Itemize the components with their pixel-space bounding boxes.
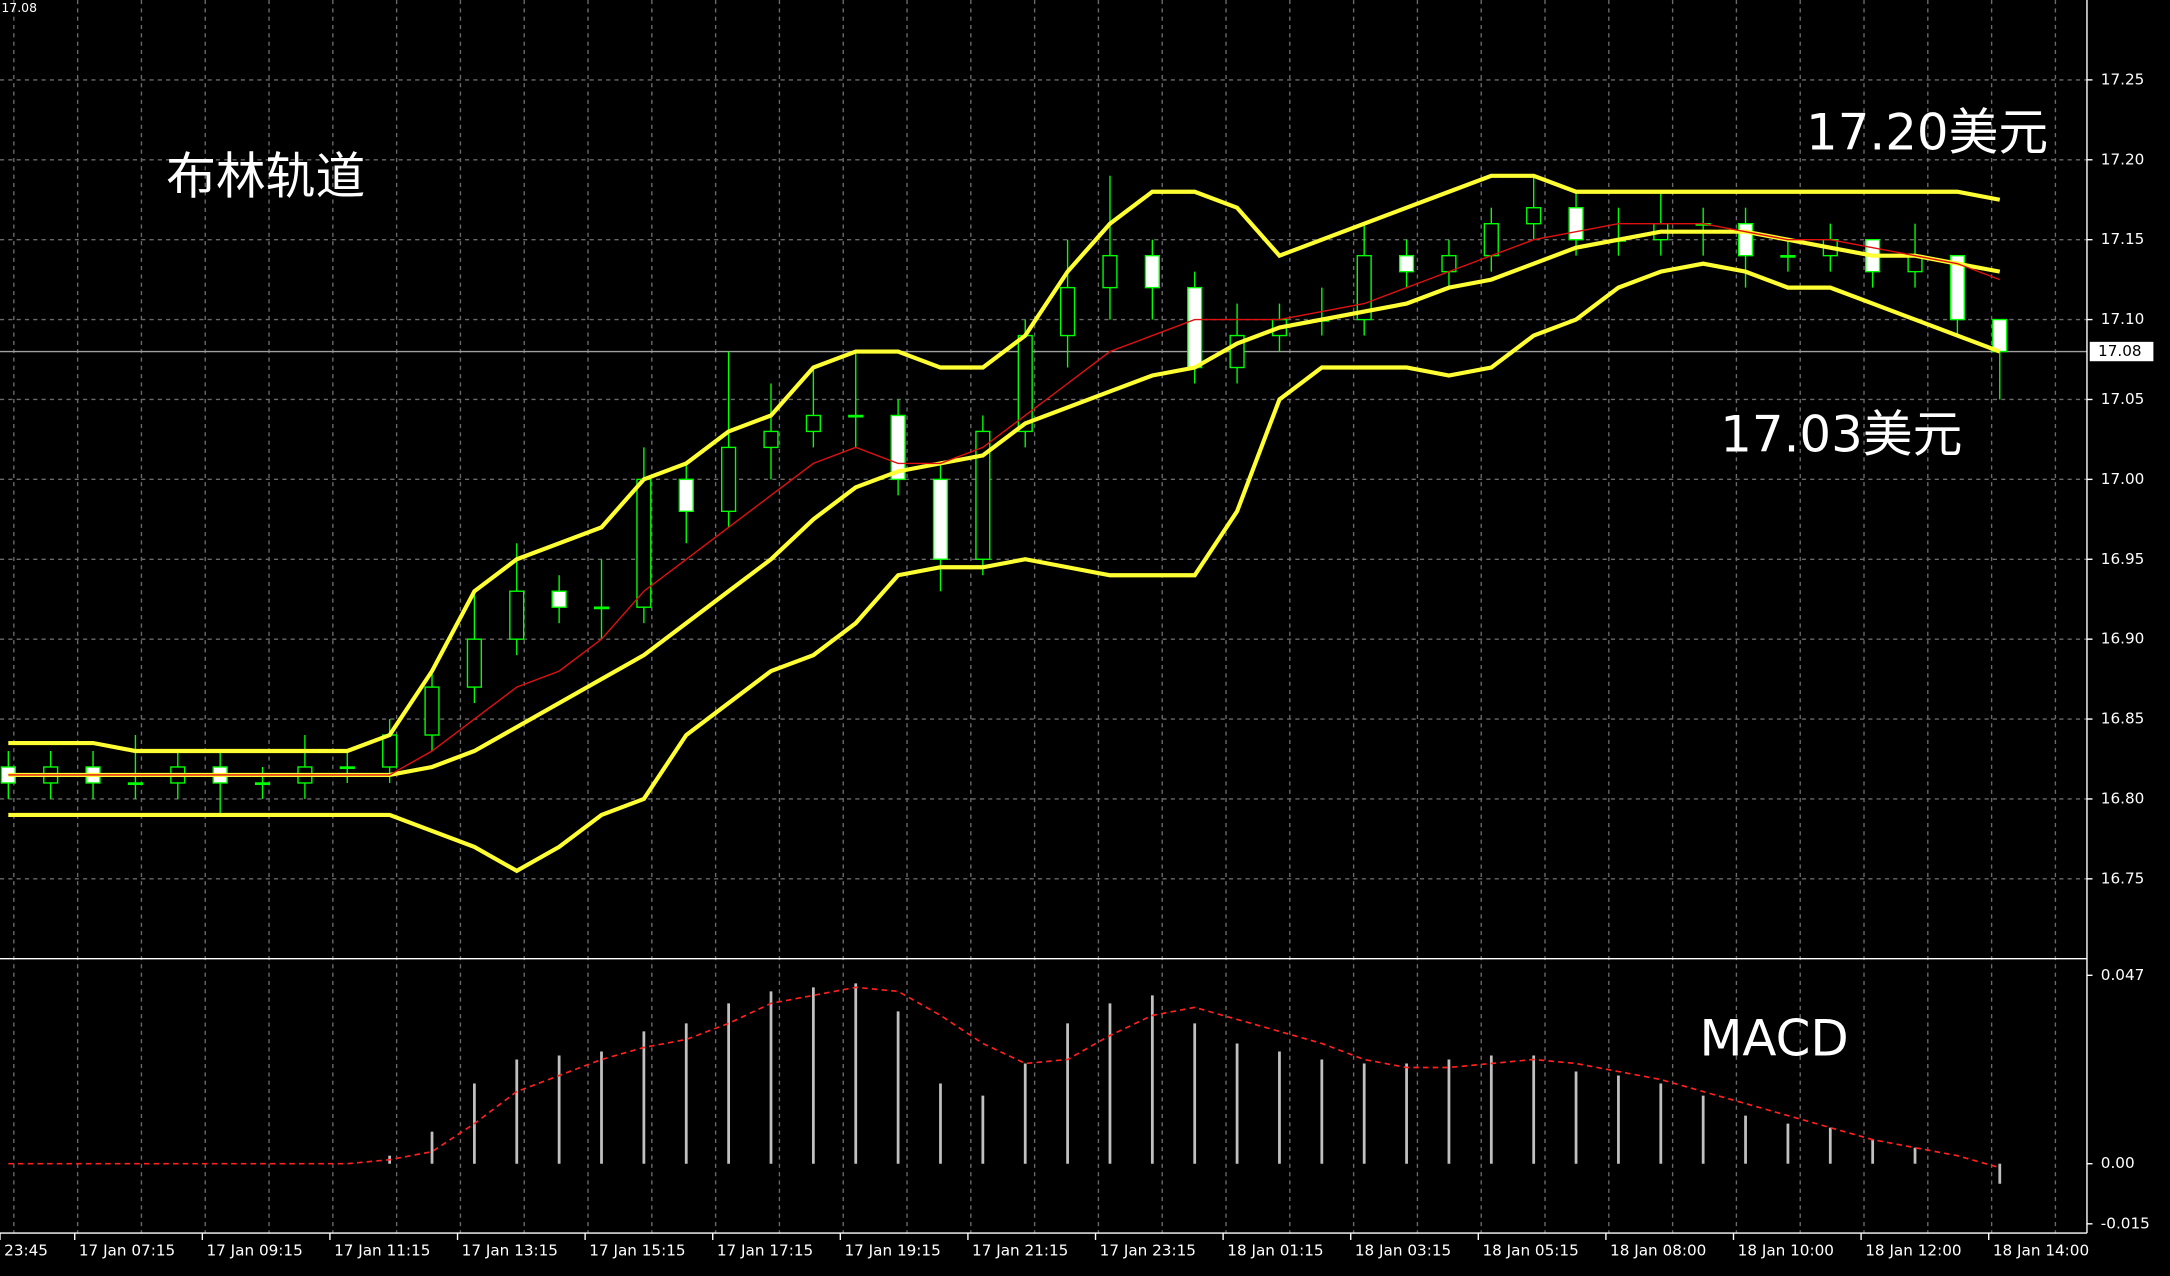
annotation: 17.03美元 [1720, 405, 1962, 463]
candle-body [382, 734, 398, 768]
candle-body [1144, 254, 1160, 289]
x-tick-label: 23:45 [4, 1242, 48, 1260]
candle-body [1017, 334, 1033, 433]
x-tick-label: 18 Jan 12:00 [1865, 1242, 1961, 1260]
y-tick-label: 17.05 [2101, 390, 2145, 408]
candle-body [551, 590, 567, 608]
annotation: 布林轨道 [166, 148, 365, 206]
candle-body [1780, 254, 1796, 258]
x-tick-label: 17 Jan 21:15 [972, 1242, 1068, 1260]
x-tick-label: 17 Jan 07:15 [79, 1242, 175, 1260]
candle-body [848, 414, 864, 418]
candle-body [339, 766, 355, 770]
annotation: MACD [1699, 1009, 1848, 1067]
candle-body [1187, 286, 1203, 369]
x-tick-label: 17 Jan 13:15 [462, 1242, 558, 1260]
candle-body [1526, 207, 1542, 225]
x-tick-label: 18 Jan 03:15 [1355, 1242, 1451, 1260]
candle-body [1483, 223, 1499, 257]
candle-body [1102, 254, 1118, 289]
candle-body [254, 782, 271, 786]
candle-body [1949, 254, 1966, 321]
x-tick-label: 18 Jan 01:15 [1227, 1242, 1323, 1260]
y-tick-label: 16.95 [2101, 550, 2145, 568]
candle-body [763, 430, 779, 449]
candle-body [1568, 207, 1584, 241]
candle-body [1992, 318, 2008, 353]
candle-body [678, 478, 694, 513]
current-price-label: 17.08 [2098, 342, 2142, 360]
x-tick-label: 17 Jan 23:15 [1100, 1242, 1196, 1260]
band-line [8, 223, 2001, 776]
candle-body [805, 414, 821, 433]
candle-body [1737, 223, 1754, 257]
x-tick-label: 18 Jan 05:15 [1482, 1242, 1578, 1260]
y2-tick-label: 0.047 [2101, 966, 2145, 984]
candle-body [509, 590, 525, 640]
candle-body [593, 606, 610, 610]
y-tick-label: 16.85 [2101, 710, 2145, 728]
x-tick-label: 17 Jan 19:15 [844, 1242, 940, 1260]
y2-tick-label: 0.00 [2101, 1154, 2135, 1172]
candle-body [466, 638, 483, 688]
y-tick-label: 17.20 [2101, 150, 2145, 168]
x-tick-label: 18 Jan 14:00 [1993, 1242, 2089, 1260]
band-line [8, 261, 2001, 874]
y-tick-label: 17.10 [2101, 310, 2145, 328]
x-tick-label: 18 Jan 10:00 [1738, 1242, 1834, 1260]
candle-body [932, 478, 949, 560]
x-tick-label: 18 Jan 08:00 [1610, 1242, 1706, 1260]
macd-signal [8, 986, 2001, 1169]
corner-price: 17.08 [1, 0, 37, 15]
y2-tick-label: -0.015 [2101, 1214, 2150, 1232]
annotation: 17.20美元 [1806, 103, 2048, 161]
candle-body [127, 782, 144, 786]
candle-body [1398, 254, 1415, 273]
y-tick-label: 16.75 [2101, 869, 2145, 887]
y-tick-label: 16.90 [2101, 630, 2145, 648]
y-tick-label: 17.00 [2101, 470, 2145, 488]
x-tick-label: 17 Jan 15:15 [589, 1242, 685, 1260]
candle-body [975, 430, 991, 560]
x-tick-label: 17 Jan 09:15 [206, 1242, 302, 1260]
x-tick-label: 17 Jan 11:15 [334, 1242, 430, 1260]
y-tick-label: 17.15 [2101, 230, 2145, 248]
candle-body [424, 686, 440, 736]
current-price-box [2089, 341, 2154, 362]
candle-body [721, 446, 737, 513]
band-line [8, 173, 2001, 754]
y-tick-label: 16.80 [2101, 789, 2145, 807]
x-tick-label: 17 Jan 17:15 [717, 1242, 813, 1260]
y-tick-label: 17.25 [2101, 70, 2145, 88]
candle-body [1059, 286, 1076, 337]
